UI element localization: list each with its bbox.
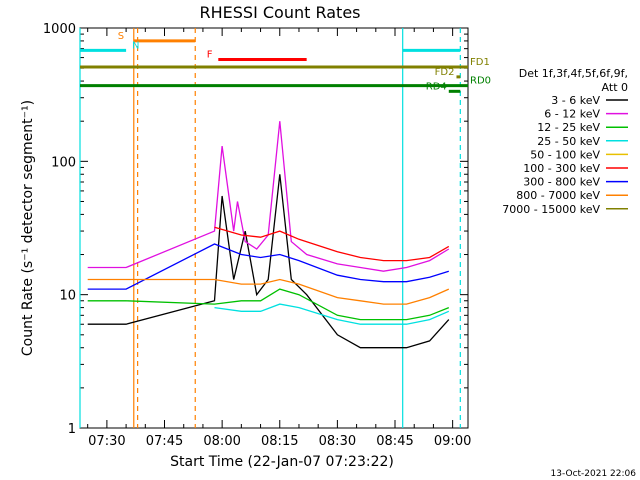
legend-entry-label: 3 - 6 keV [551, 94, 600, 107]
flag-label: FD1 [470, 57, 490, 68]
footer-date: 13-Oct-2021 22:06 [551, 469, 637, 479]
series-line [214, 226, 450, 262]
series-line [214, 303, 450, 325]
legend-entry-label: 100 - 300 keV [523, 162, 600, 175]
x-axis-label: Start Time (22-Jan-07 07:23:22) [170, 454, 394, 470]
legend-entry-label: 6 - 12 keV [544, 108, 600, 121]
legend-entry-label: 7000 - 15000 keV [502, 203, 600, 216]
y-tick-label: 1000 [43, 22, 76, 37]
series-group [87, 121, 450, 349]
flag-label: S [118, 31, 124, 42]
series-line [87, 243, 449, 290]
x-tick-label: 08:15 [261, 434, 298, 449]
flag-label: N [132, 40, 139, 51]
legend-entry-label: 12 - 25 keV [537, 121, 600, 134]
series-line [87, 121, 450, 272]
series-line [87, 174, 450, 349]
legend-entry-label: 25 - 50 keV [537, 135, 600, 148]
x-tick-label: 08:00 [203, 434, 240, 449]
series-line [87, 288, 450, 321]
y-tick-label: 10 [59, 289, 76, 304]
legend-header-detectors: Det 1f,3f,4f,5f,6f,9f, [519, 67, 628, 80]
x-tick-label: 07:30 [88, 434, 125, 449]
y-tick-label: 100 [51, 155, 76, 170]
x-tick-label: 08:45 [376, 434, 413, 449]
legend-entry-label: 800 - 7000 keV [516, 189, 600, 202]
y-tick-label: 1 [68, 422, 76, 437]
y-axis-label: Count Rate (s⁻¹ detector segment⁻¹) [20, 100, 36, 356]
x-tick-label: 08:30 [319, 434, 356, 449]
x-tick-label: 07:45 [146, 434, 183, 449]
flag-label: RD4 [426, 81, 447, 92]
plot-area: 1 10 100 1000 07:30 07:45 08:00 08:15 08:30 08:45… [43, 22, 491, 449]
flag-label: F [207, 50, 213, 61]
series-line [87, 278, 450, 305]
legend-entry-label: 300 - 800 keV [523, 176, 600, 189]
legend-entry-label: 50 - 100 keV [530, 148, 600, 161]
flag-label: FD2 [435, 67, 455, 78]
legend-header-attenuator: Att 0 [602, 81, 628, 94]
flag-label: RD0 [470, 76, 491, 87]
x-tick-label: 09:00 [434, 434, 471, 449]
chart-title: RHESSI Count Rates [200, 3, 361, 22]
